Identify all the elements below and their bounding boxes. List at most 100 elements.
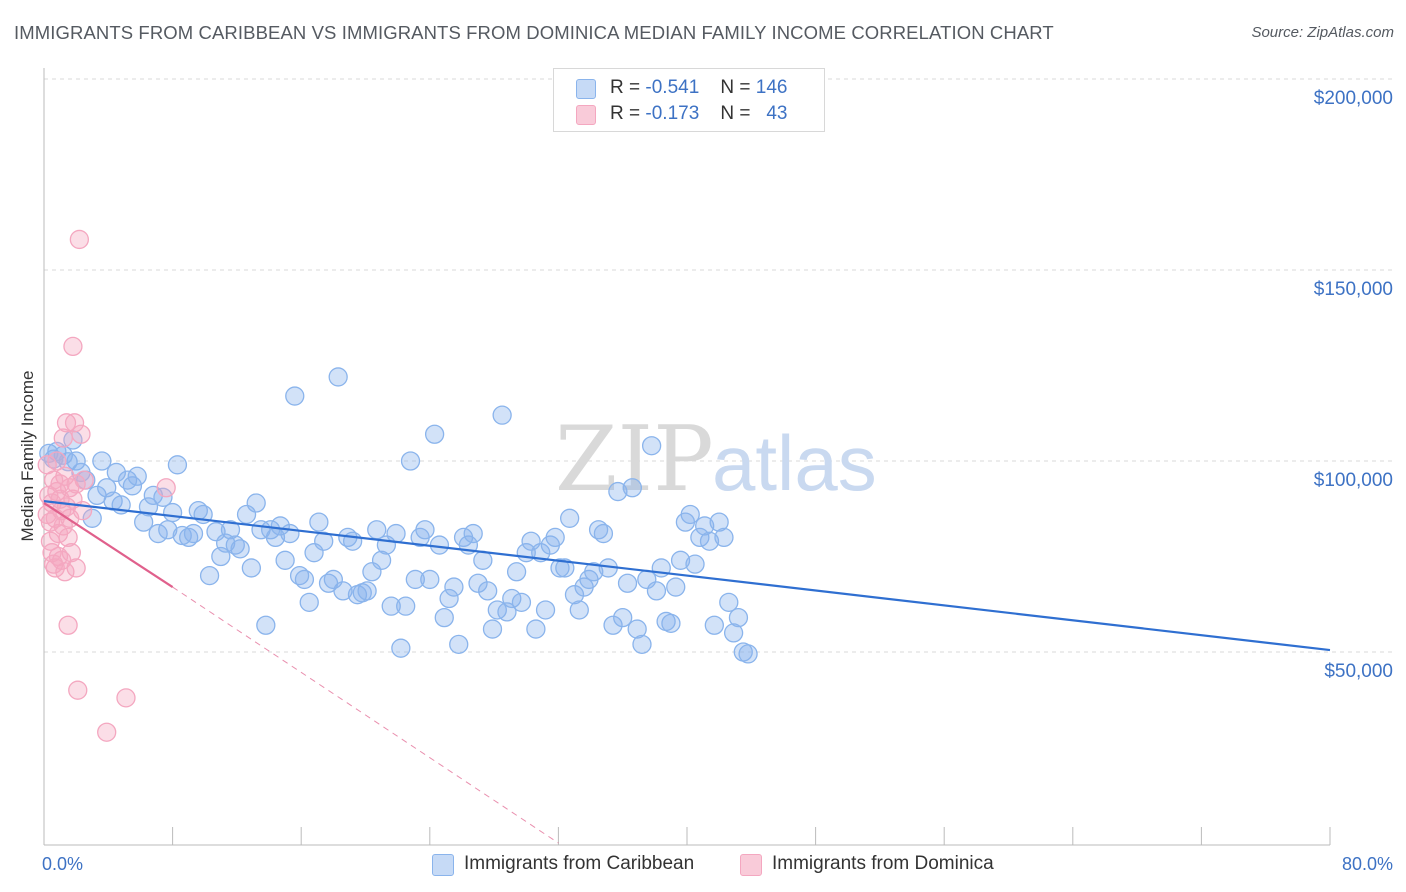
caribbean-point — [333, 581, 353, 601]
bottom-legend-label-dominica: Immigrants from Dominica — [772, 853, 994, 874]
caribbean-point — [183, 523, 204, 544]
dominica-trend-line — [43, 502, 174, 588]
caribbean-point — [357, 581, 377, 601]
caribbean-point — [270, 516, 290, 536]
caribbean-point — [400, 451, 421, 471]
caribbean-point — [613, 607, 633, 628]
caribbean-point — [415, 520, 435, 540]
caribbean-point — [526, 619, 546, 639]
x-tick-label-min: 0.0% — [42, 854, 83, 874]
legend-n-value: 146 — [755, 77, 788, 98]
caribbean-point — [429, 535, 450, 555]
caribbean-point — [396, 596, 416, 616]
dominica-point — [55, 466, 75, 486]
caribbean-point — [424, 424, 445, 444]
x-tick-labels: 0.0% 80.0% — [42, 854, 1393, 874]
caribbean-point — [138, 497, 159, 517]
y-tick-label: $200,000 — [1314, 88, 1393, 109]
legend-n-value: 43 — [766, 103, 788, 124]
dominica-point — [45, 558, 65, 578]
caribbean-point — [405, 569, 425, 590]
source-credit: Source: ZipAtlas.com — [1251, 24, 1394, 41]
caribbean-point — [603, 615, 623, 635]
dominica-point — [116, 688, 136, 708]
legend-stats-dominica: R = -0.173 N = 43 — [610, 103, 787, 125]
caribbean-point — [617, 573, 638, 593]
caribbean-point — [709, 512, 729, 532]
correlation-legend: R = -0.541 N = 146 R = -0.173 N = 43 — [553, 68, 825, 132]
caribbean-point — [723, 623, 744, 643]
legend-r-value: -0.541 — [645, 77, 700, 98]
y-tick-label: $150,000 — [1314, 279, 1393, 300]
caribbean-point — [511, 592, 532, 612]
caribbean-point — [299, 592, 319, 612]
dominica-point — [47, 451, 67, 471]
caribbean-point — [241, 558, 262, 578]
caribbean-point — [371, 550, 392, 570]
caribbean-point — [487, 600, 507, 620]
bottom-legend-swatch-dominica — [740, 854, 762, 876]
dominica-point — [69, 229, 90, 250]
caribbean-point — [391, 638, 411, 658]
caribbean-point — [309, 512, 329, 532]
dominica-trend-extension — [172, 586, 559, 844]
caribbean-point — [314, 531, 334, 551]
dominica-point — [71, 424, 91, 444]
dominica-point — [55, 562, 75, 582]
caribbean-point — [699, 531, 720, 551]
watermark-atlas-text: atlas — [712, 419, 877, 507]
caribbean-point — [386, 523, 406, 544]
caribbean-point — [473, 550, 493, 570]
caribbean-point — [560, 508, 580, 528]
chart-title: IMMIGRANTS FROM CARIBBEAN VS IMMIGRANTS … — [14, 22, 1054, 43]
caribbean-point — [482, 619, 503, 639]
caribbean-point — [661, 613, 681, 633]
caribbean-point — [381, 596, 401, 616]
caribbean-point — [328, 367, 348, 387]
trend-lines — [43, 500, 1331, 844]
caribbean-point — [449, 634, 469, 655]
legend-r-label: R = — [610, 103, 641, 124]
caribbean-point — [695, 516, 715, 536]
dominica-point — [66, 558, 86, 578]
caribbean-point — [550, 558, 570, 578]
caribbean-point — [463, 523, 483, 544]
caribbean-point — [167, 455, 188, 475]
dominica-point — [61, 543, 81, 563]
caribbean-point — [564, 585, 585, 605]
caribbean-point — [148, 523, 168, 544]
caribbean-point — [478, 581, 498, 601]
caribbean-point — [230, 539, 250, 559]
caribbean-point — [685, 554, 705, 574]
caribbean-point — [569, 600, 589, 620]
dominica-point — [63, 336, 83, 357]
caribbean-point — [468, 573, 488, 593]
dominica-point — [37, 455, 57, 475]
caribbean-point — [162, 502, 183, 523]
legend-n-label: N = — [720, 77, 751, 98]
x-tick-label-max: 80.0% — [1342, 854, 1393, 874]
caribbean-point — [294, 569, 315, 590]
legend-n-label: N = — [720, 103, 751, 124]
caribbean-point — [666, 577, 686, 597]
caribbean-point — [535, 600, 556, 620]
caribbean-point — [92, 451, 112, 471]
dominica-point — [74, 470, 94, 490]
caribbean-point — [492, 405, 512, 425]
caribbean-point — [420, 569, 440, 590]
caribbean-point — [122, 476, 143, 496]
caribbean-point — [82, 508, 102, 528]
caribbean-point — [256, 615, 276, 635]
dominica-point — [58, 615, 78, 635]
watermark-zip-text: ZIP — [555, 407, 714, 512]
dominica-point — [64, 413, 85, 433]
caribbean-point — [246, 493, 266, 513]
caribbean-point — [444, 577, 464, 597]
caribbean-point — [738, 644, 758, 664]
caribbean-point — [280, 523, 300, 544]
y-tick-labels: $50,000 $100,000 $150,000 $200,000 — [1314, 88, 1393, 682]
bottom-legend-label-caribbean: Immigrants from Caribbean — [464, 853, 695, 874]
caribbean-point — [545, 527, 565, 548]
caribbean-point — [106, 462, 126, 483]
